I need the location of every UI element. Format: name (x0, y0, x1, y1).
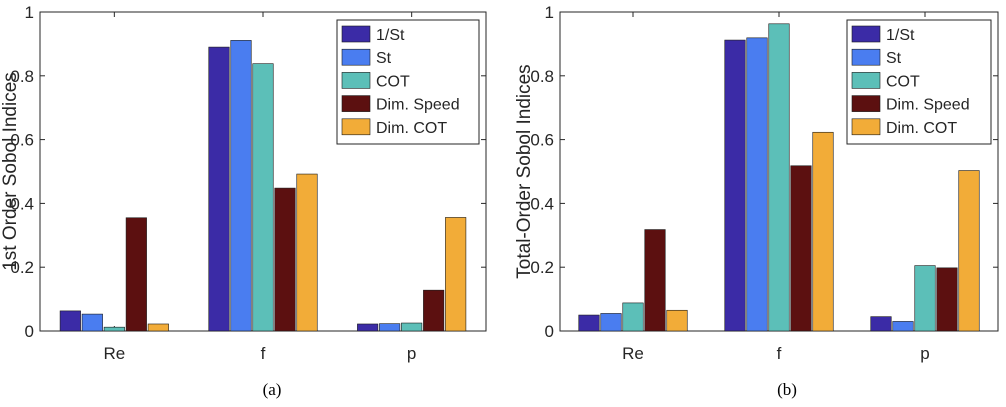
bar (870, 316, 892, 332)
bar (59, 310, 81, 332)
y-tick-label: 0.8 (10, 67, 34, 86)
y-tick-label: 0.2 (10, 258, 34, 277)
chart-total-order: 0 0.2 0.4 0.6 0.8 1 Re f p Total-Order Sobol Indi… (514, 3, 999, 399)
legend: 1/St St COT Dim. Speed Dim. COT (846, 19, 992, 145)
bar (103, 326, 125, 332)
bar (379, 323, 401, 332)
bar (746, 37, 768, 332)
bar (600, 313, 622, 332)
legend-swatch (851, 25, 881, 43)
y-tick-label: 1 (25, 3, 34, 22)
legend-swatch (851, 48, 881, 66)
legend-label: 1/St (886, 27, 915, 44)
bar (644, 229, 666, 332)
x-tick-label: p (407, 344, 416, 363)
bar (445, 217, 467, 332)
y-tick-label: 0.8 (530, 67, 554, 86)
bar (812, 131, 834, 332)
bar (147, 323, 169, 332)
bar (914, 265, 936, 332)
bar (230, 40, 252, 332)
y-tick-label: 0.4 (530, 194, 554, 213)
x-tick-label: f (777, 344, 782, 363)
legend-label: St (376, 50, 392, 67)
y-tick-label: 0.6 (10, 131, 34, 150)
legend-swatch (851, 118, 881, 136)
legend-swatch (851, 72, 881, 89)
bar (958, 170, 980, 332)
bar (768, 23, 790, 332)
legend-swatch (341, 95, 371, 112)
bar (724, 39, 746, 332)
y-tick-label: 0.4 (10, 194, 34, 213)
y-axis-label: 1st Order Sobol Indices (0, 72, 21, 271)
legend-label: Dim. Speed (886, 97, 970, 114)
bar (578, 314, 600, 332)
legend-swatch (341, 118, 371, 136)
chart-first-order: 0 0.2 0.4 0.6 0.8 1 Re f p 1st Order Sobol Indice… (0, 3, 487, 399)
legend-swatch (341, 48, 371, 66)
legend-label: COT (886, 73, 920, 90)
legend-swatch (341, 25, 371, 43)
y-tick-label: 0.2 (530, 258, 554, 277)
bar (208, 46, 230, 332)
bar (81, 313, 103, 332)
bar (666, 309, 688, 332)
figure-caption: (b) (777, 380, 797, 399)
legend-label: COT (376, 73, 410, 90)
y-tick-label: 1 (545, 3, 554, 22)
x-tick-label: Re (103, 344, 125, 363)
bar (936, 267, 958, 332)
x-tick-label: Re (622, 344, 644, 363)
bar (296, 173, 318, 332)
legend-label: St (886, 50, 902, 67)
bar (252, 63, 274, 332)
y-axis-label: Total-Order Sobol Indices (514, 64, 535, 278)
bar (125, 217, 147, 332)
y-tick-label: 0 (545, 322, 554, 341)
y-tick-label: 0 (25, 322, 34, 341)
legend-label: 1/St (376, 27, 405, 44)
x-tick-label: f (261, 344, 266, 363)
bar (357, 323, 379, 332)
legend-swatch (851, 95, 881, 112)
bar (423, 289, 445, 332)
legend: 1/St St COT Dim. Speed Dim. COT (336, 19, 480, 145)
bar (790, 165, 812, 332)
bar (892, 321, 914, 332)
legend-label: Dim. COT (376, 120, 447, 137)
legend-label: Dim. COT (886, 120, 957, 137)
bar (622, 302, 644, 332)
figure-caption: (a) (263, 380, 282, 399)
bar (401, 322, 423, 332)
y-tick-label: 0.6 (530, 131, 554, 150)
legend-label: Dim. Speed (376, 97, 460, 114)
x-tick-label: p (920, 344, 929, 363)
legend-swatch (341, 72, 371, 89)
bar (274, 187, 296, 332)
